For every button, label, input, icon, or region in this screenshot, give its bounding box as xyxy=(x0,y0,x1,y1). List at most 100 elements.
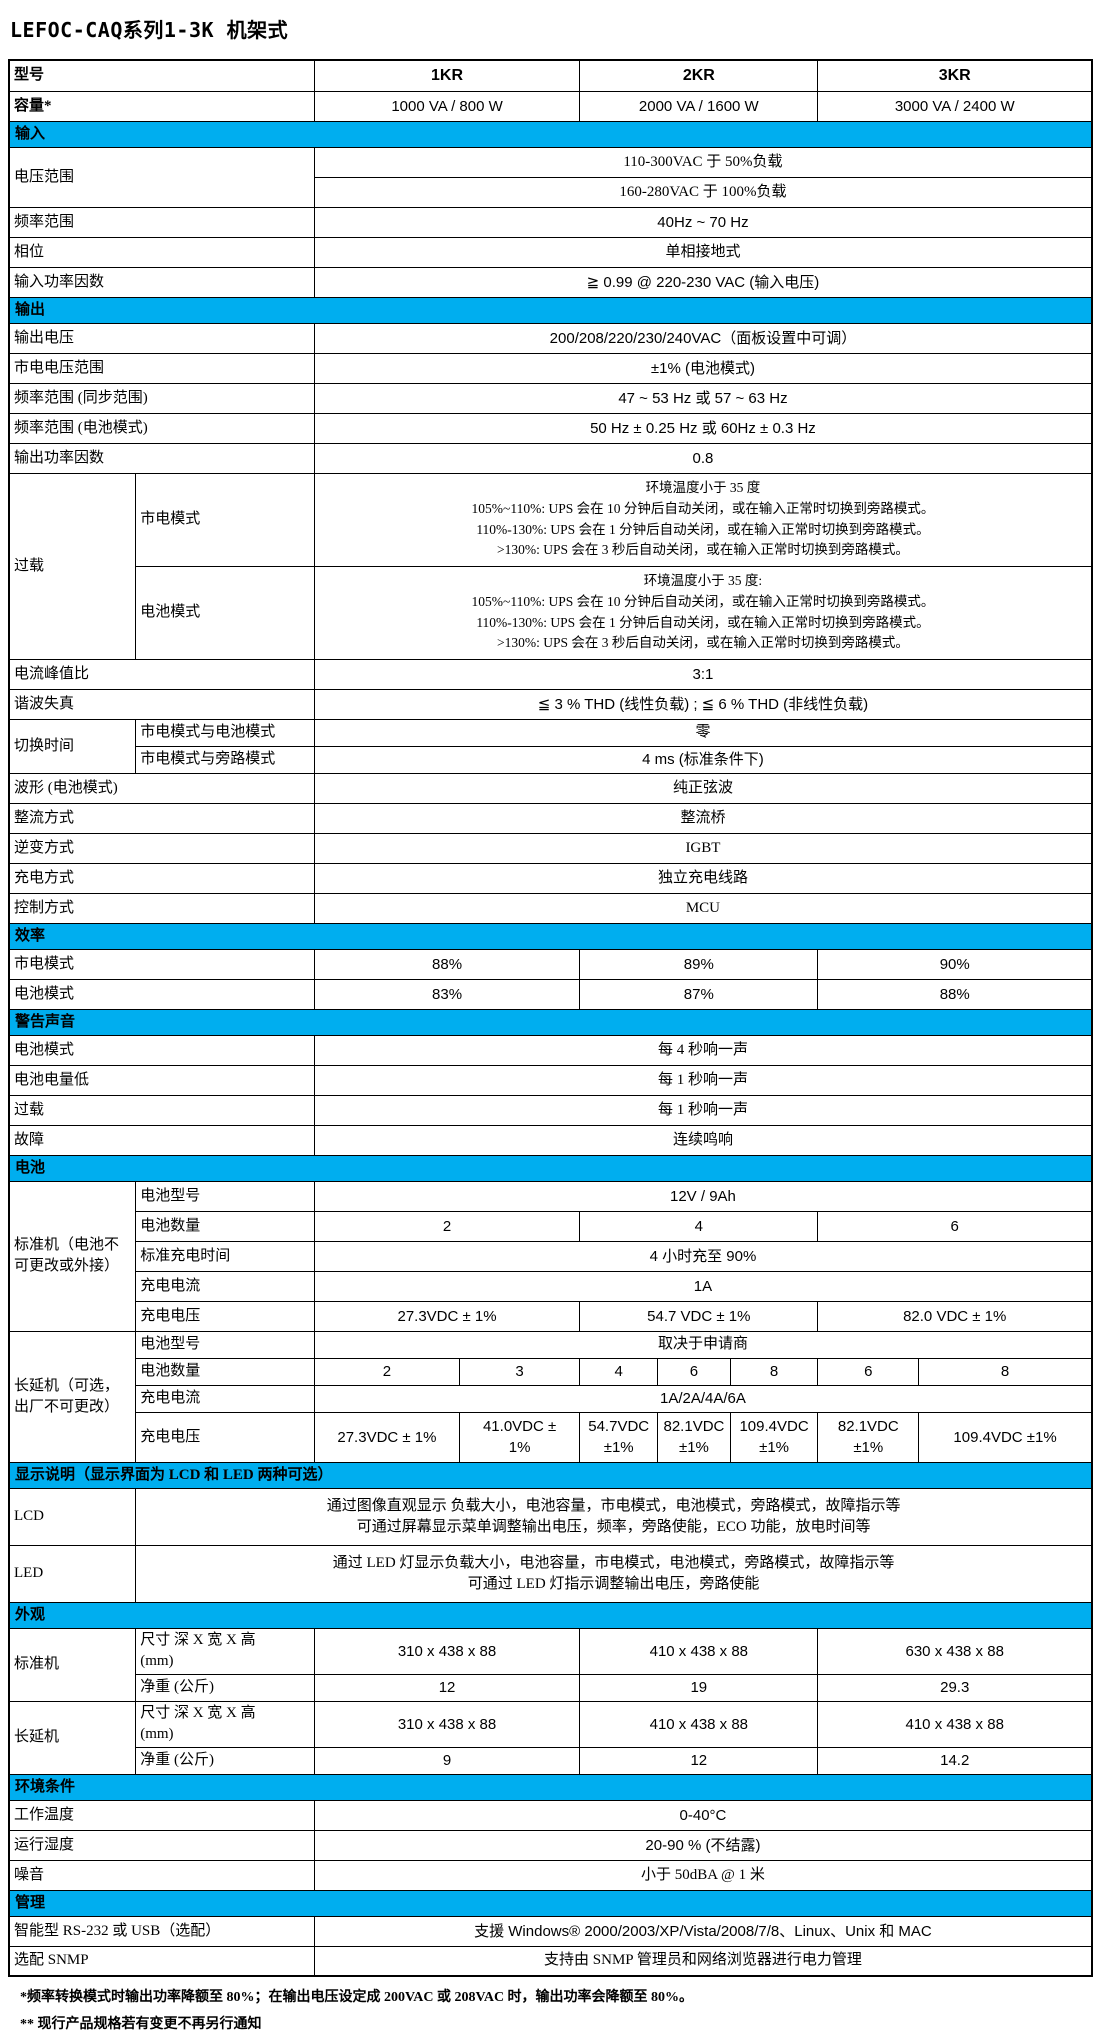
spec-label: 噪音 xyxy=(8,1859,315,1891)
spec-value: 3000 VA / 2400 W xyxy=(817,90,1093,122)
spec-value: ±1% (电池模式) xyxy=(313,352,1093,384)
spec-value: 89% xyxy=(579,948,819,980)
spec-value: 83% xyxy=(313,978,581,1010)
section-header: 环境条件 xyxy=(8,1773,1093,1801)
spec-value: 12 xyxy=(313,1673,581,1702)
spec-value: 支援 Windows® 2000/2003/XP/Vista/2008/7/8、… xyxy=(313,1915,1093,1947)
spec-value: 110-300VAC 于 50%负载 xyxy=(313,146,1093,178)
spec-label: 输入功率因数 xyxy=(8,266,315,298)
spec-label: 控制方式 xyxy=(8,892,315,924)
spec-value: 6 xyxy=(817,1210,1093,1242)
spec-label: 故障 xyxy=(8,1124,315,1156)
spec-value: 3 xyxy=(458,1357,581,1386)
spec-value: 88% xyxy=(817,978,1093,1010)
spec-sublabel: 市电模式与电池模式 xyxy=(135,718,315,747)
footnote: *频率转换模式时输出功率降额至 80%；在输出电压设定成 200VAC 或 20… xyxy=(20,1990,694,2005)
spec-value: 2000 VA / 1600 W xyxy=(579,90,819,122)
spec-value: 4 小时充至 90% xyxy=(313,1240,1093,1272)
model-header: 1KR xyxy=(313,59,581,92)
spec-value: 8 xyxy=(918,1357,1093,1386)
spec-sublabel: 充电电压 xyxy=(135,1300,315,1332)
spec-value: 小于 50dBA @ 1 米 xyxy=(313,1859,1093,1891)
section-header: 显示说明（显示界面为 LCD 和 LED 两种可选） xyxy=(8,1461,1093,1489)
spec-label: LED xyxy=(8,1544,137,1603)
spec-value: 2 xyxy=(313,1357,461,1386)
spec-label: 波形 (电池模式) xyxy=(8,772,315,804)
spec-label: 型号 xyxy=(8,59,315,92)
spec-value: 通过图像直观显示 负载大小，电池容量，市电模式，电池模式，旁路模式，故障指示等 … xyxy=(135,1487,1093,1546)
spec-value: ≦ 3 % THD (线性负载) ; ≦ 6 % THD (非线性负载) xyxy=(313,688,1093,720)
spec-value: 0-40°C xyxy=(313,1799,1093,1831)
section-header: 电池 xyxy=(8,1154,1093,1182)
spec-label: 长延机 xyxy=(8,1700,137,1775)
spec-value: 整流桥 xyxy=(313,802,1093,834)
spec-value: 14.2 xyxy=(817,1746,1093,1775)
section-header: 外观 xyxy=(8,1601,1093,1629)
spec-label: 频率范围 (同步范围) xyxy=(8,382,315,414)
spec-sublabel: 电池型号 xyxy=(135,1180,315,1212)
spec-value: 8 xyxy=(729,1357,819,1386)
section-header: 输入 xyxy=(8,120,1093,148)
spec-value: 41.0VDC ± 1% xyxy=(458,1411,581,1463)
spec-sublabel: 市电模式 xyxy=(135,472,315,567)
spec-label: 标准机 xyxy=(8,1627,137,1702)
spec-value: 0.8 xyxy=(313,442,1093,474)
spec-label: 市电电压范围 xyxy=(8,352,315,384)
spec-value: 6 xyxy=(657,1357,731,1386)
spec-label: 工作温度 xyxy=(8,1799,315,1831)
spec-value: 310 x 438 x 88 xyxy=(313,1700,581,1748)
spec-label: 逆变方式 xyxy=(8,832,315,864)
spec-label: 过载 xyxy=(8,1094,315,1126)
spec-value: 4 ms (标准条件下) xyxy=(313,745,1093,774)
spec-value: 50 Hz ± 0.25 Hz 或 60Hz ± 0.3 Hz xyxy=(313,412,1093,444)
spec-value: 单相接地式 xyxy=(313,236,1093,268)
spec-value: 连续鸣响 xyxy=(313,1124,1093,1156)
spec-value: 630 x 438 x 88 xyxy=(817,1627,1093,1675)
spec-value: 200/208/220/230/240VAC（面板设置中可调） xyxy=(313,322,1093,354)
spec-value: 410 x 438 x 88 xyxy=(579,1627,819,1675)
spec-value: 410 x 438 x 88 xyxy=(579,1700,819,1748)
spec-value: 2 xyxy=(313,1210,581,1242)
spec-value: 160-280VAC 于 100%负载 xyxy=(313,176,1093,208)
spec-label: 切换时间 xyxy=(8,718,137,774)
spec-value: 109.4VDC ±1% xyxy=(918,1411,1093,1463)
spec-sublabel: 充电电流 xyxy=(135,1270,315,1302)
section-header: 效率 xyxy=(8,922,1093,950)
spec-value: 12 xyxy=(579,1746,819,1775)
spec-label: LCD xyxy=(8,1487,137,1546)
spec-sublabel: 充电电压 xyxy=(135,1411,315,1463)
spec-value: 40Hz ~ 70 Hz xyxy=(313,206,1093,238)
spec-value: 零 xyxy=(313,718,1093,747)
spec-label: 电池模式 xyxy=(8,1034,315,1066)
spec-value: 82.1VDC ±1% xyxy=(817,1411,920,1463)
spec-value: 54.7 VDC ± 1% xyxy=(579,1300,819,1332)
spec-label: 标准机（电池不可更改或外接） xyxy=(8,1180,137,1332)
spec-label: 输出电压 xyxy=(8,322,315,354)
spec-value: 4 xyxy=(579,1357,659,1386)
spec-value: 独立充电线路 xyxy=(313,862,1093,894)
spec-value: 3:1 xyxy=(313,658,1093,690)
spec-value: 19 xyxy=(579,1673,819,1702)
spec-sublabel: 充电电流 xyxy=(135,1384,315,1413)
spec-label: 输出功率因数 xyxy=(8,442,315,474)
spec-label: 市电模式 xyxy=(8,948,315,980)
spec-value: 109.4VDC ±1% xyxy=(729,1411,819,1463)
spec-value: 支持由 SNMP 管理员和网络浏览器进行电力管理 xyxy=(313,1945,1093,1977)
spec-value: 87% xyxy=(579,978,819,1010)
footnotes: *频率转换模式时输出功率降额至 80%；在输出电压设定成 200VAC 或 20… xyxy=(20,1985,1093,2038)
spec-value: 环境温度小于 35 度 105%~110%: UPS 会在 10 分钟后自动关闭… xyxy=(313,472,1093,567)
spec-sublabel: 电池数量 xyxy=(135,1357,315,1386)
spec-value: 1A/2A/4A/6A xyxy=(313,1384,1093,1413)
spec-sublabel: 电池模式 xyxy=(135,565,315,660)
spec-label: 智能型 RS-232 或 USB（选配） xyxy=(8,1915,315,1947)
spec-label: 长延机（可选，出厂不可更改） xyxy=(8,1330,137,1463)
spec-value: 9 xyxy=(313,1746,581,1775)
spec-value: 每 1 秒响一声 xyxy=(313,1094,1093,1126)
spec-label: 谐波失真 xyxy=(8,688,315,720)
spec-label: 运行湿度 xyxy=(8,1829,315,1861)
spec-value: MCU xyxy=(313,892,1093,924)
spec-label: 选配 SNMP xyxy=(8,1945,315,1977)
spec-value: IGBT xyxy=(313,832,1093,864)
spec-label: 频率范围 xyxy=(8,206,315,238)
